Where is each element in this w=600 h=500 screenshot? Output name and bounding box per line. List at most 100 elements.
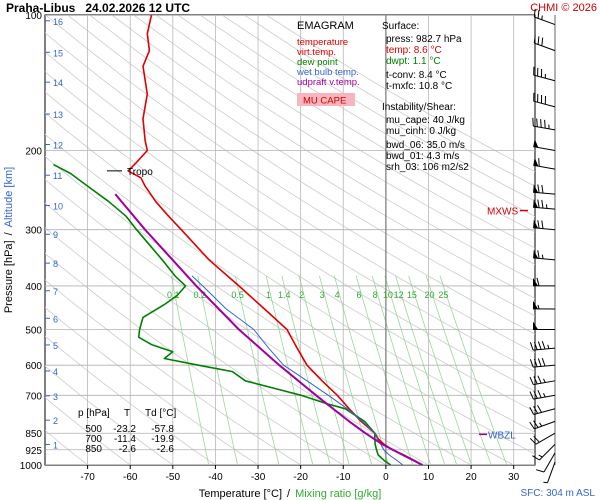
wind-barb-halfflag (543, 378, 546, 383)
dry-adiabat-line (0, 15, 2, 465)
instability-srh03: srh_03: 106 m2/s2 (386, 162, 469, 173)
mixing-ratio-line (408, 275, 472, 465)
pressure-tick-label: 400 (25, 282, 42, 293)
wind-barb-staff (547, 461, 556, 483)
wind-barb-flag (536, 118, 538, 127)
table-header-p: p [hPa] (78, 408, 110, 419)
mixing-ratio-label: 3 (320, 290, 325, 300)
wind-barb-halfflag (538, 454, 543, 458)
table-row-2-t: -2.6 (119, 444, 137, 455)
mixing-ratio-label: 1.4 (278, 290, 291, 300)
x-tick-label: 20 (466, 472, 478, 483)
pressure-tick-label: 100 (25, 11, 42, 22)
wind-barb (529, 389, 556, 400)
wind-barb-pennant (533, 277, 538, 286)
x-tick-label: 30 (508, 472, 520, 483)
km-tick-label: 2 (53, 416, 58, 426)
wind-barb (543, 461, 556, 484)
copyright-text: CHMI © 2026 (530, 2, 597, 14)
mu-cape-badge-label: MU CAPE (303, 96, 346, 107)
km-tick-label: 1 (53, 440, 58, 450)
wind-barb-halfflag (545, 204, 548, 209)
km-tick-label: 13 (53, 110, 63, 120)
km-tick-label: 16 (53, 17, 63, 27)
mixing-ratio-label: 6 (356, 290, 361, 300)
wind-barb-flag (533, 341, 538, 350)
wind-barb-flag (533, 420, 539, 428)
wind-barb-pennant (533, 184, 539, 193)
mixing-ratio-line (355, 275, 414, 465)
legend-title: EMAGRAM (297, 20, 354, 32)
axes-layer: -70 -60 -50 -40 -30 -20 -10 0 10 20 30 100 200 300 400… (20, 11, 520, 483)
dry-adiabat-line (89, 15, 535, 299)
wind-barb-halfflag (541, 15, 543, 20)
wind-barb-staff (534, 420, 556, 430)
wind-barb-staff (543, 452, 556, 473)
wind-barb-halfflag (547, 344, 550, 349)
surface-temp: temp: 8.6 °C (386, 45, 442, 56)
wind-barb-flag (537, 184, 540, 193)
pressure-tick-label: 600 (25, 361, 42, 372)
wind-barb-flag (529, 376, 534, 385)
table-row-2-p: 850 (85, 444, 102, 455)
mixing-ratio-line (395, 275, 458, 465)
km-tick-label: 7 (53, 287, 58, 297)
wind-barb (532, 277, 556, 287)
wind-barb-flag (533, 405, 539, 414)
surface-tconv: t-conv: 8.4 °C (386, 70, 447, 81)
wind-barb (533, 138, 556, 151)
wind-barb (529, 341, 556, 351)
wind-barb (529, 375, 556, 386)
legend-item-virt-temp: virt.temp. (297, 47, 336, 58)
dry-adiabat-line (45, 32, 535, 354)
x-tick-label: 0 (383, 472, 389, 483)
wind-barb (533, 249, 556, 261)
dry-adiabat-line (45, 71, 535, 392)
wind-barb-flag (529, 342, 534, 351)
wind-barb-staff (533, 227, 556, 231)
km-tick-label: 4 (53, 367, 58, 377)
x-tick-label: 10 (423, 472, 435, 483)
wind-barb-flag (537, 36, 540, 45)
mxws-label: MXWS (487, 207, 518, 218)
km-tick-label: 5 (53, 341, 58, 351)
mixing-ratio-label: 0.5 (231, 290, 244, 300)
pressure-tick-label: 700 (25, 391, 42, 402)
km-tick-label: 9 (53, 230, 58, 240)
mixing-ratio-label: 0.1 (167, 290, 180, 300)
wind-barb (533, 92, 556, 108)
wind-barb (533, 66, 556, 82)
wind-barb-staff (533, 257, 556, 261)
wind-barb-flag (544, 119, 546, 129)
wind-barb-flag (533, 435, 540, 443)
tropopause-label: Tropo (127, 167, 153, 178)
series-layer: Tropo MXWS WBZL (53, 15, 528, 465)
y-axis-title: Pressure [hPa]/Altitude [km] (3, 167, 15, 313)
mixing-ratio-label: 0.2 (194, 290, 207, 300)
mixing-ratio-line (265, 275, 314, 465)
pressure-tick-label: 1000 (20, 461, 43, 472)
wind-barb-staff (533, 125, 556, 131)
table-row-0-td: -57.8 (151, 424, 174, 435)
mixing-ratio-label: 25 (438, 290, 448, 300)
mixing-ratio-label: 4 (335, 290, 340, 300)
mixing-ratio-line (171, 275, 210, 465)
wbzl-label: WBZL (488, 430, 516, 441)
wind-barb (532, 117, 556, 131)
dry-adiabat-line (221, 15, 535, 202)
wind-barb-staff (533, 74, 556, 82)
instability-mucape: mu_cape: 40 J/kg (386, 115, 465, 126)
dry-adiabat-line (133, 15, 535, 265)
wind-barb (533, 184, 556, 195)
table-header-t: T (124, 408, 130, 419)
wind-barb-pennant (533, 138, 539, 148)
wind-barb-flag (541, 37, 544, 46)
mixing-ratio-label: 15 (407, 290, 417, 300)
legend-item-temperature: temperature (297, 37, 348, 48)
wind-barb-flag (537, 199, 540, 208)
wind-barb-flag (536, 277, 540, 287)
wind-barb-flag (537, 375, 542, 384)
wind-barb-flag (529, 421, 535, 430)
series-line-temperature (127, 15, 423, 465)
